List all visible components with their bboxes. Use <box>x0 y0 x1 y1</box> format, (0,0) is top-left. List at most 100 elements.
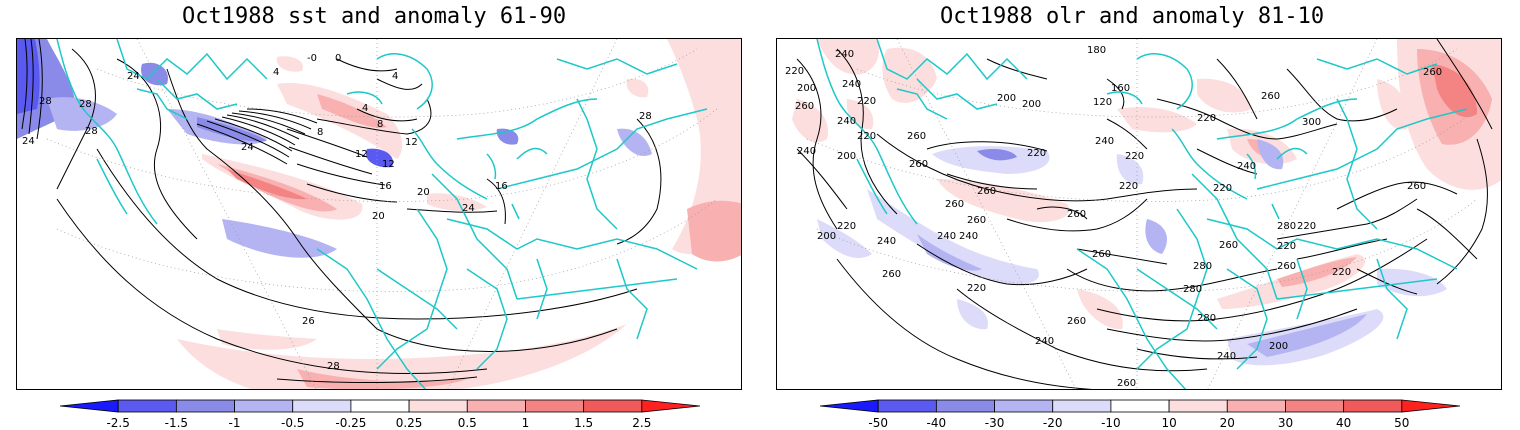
contour-label: 240 <box>797 146 816 157</box>
contour-label: 260 <box>945 199 964 210</box>
colorbar-tick-label: -1.5 <box>165 416 188 430</box>
contour-label: 220 <box>1332 267 1351 278</box>
colorbar-segment <box>819 399 879 413</box>
contour-label: 28 <box>85 126 98 137</box>
contour-label: 260 <box>907 131 926 142</box>
colorbar-segment <box>350 399 410 413</box>
contour-label: 240 <box>1035 336 1054 347</box>
contour-label: 26 <box>302 316 315 327</box>
contour-label: 200 <box>1269 341 1288 352</box>
colorbar-segment <box>1226 399 1286 413</box>
contour-label: 16 <box>495 181 508 192</box>
contour-label: 260 <box>1407 181 1426 192</box>
contour-label: 280 <box>1197 313 1216 324</box>
colorbar-segment <box>1343 399 1403 413</box>
sst-contour-labels: 24 28 28 28 24 4 -0 0 4 8 8 4 12 12 12 1… <box>22 53 652 372</box>
colorbar-tick-label: 1 <box>522 416 530 430</box>
contour-label: 200 <box>817 231 836 242</box>
contour-label: 260 <box>1117 378 1136 389</box>
contour-label: 260 <box>1067 209 1086 220</box>
colorbar-segment <box>117 399 177 413</box>
colorbar-segment <box>175 399 235 413</box>
contour-label: 240 <box>842 79 861 90</box>
colorbar-tick-label: 50 <box>1394 416 1409 430</box>
contour-label: 200 <box>837 151 856 162</box>
contour-label: 220 <box>1197 113 1216 124</box>
sst-map-canvas: 24 28 28 28 24 4 -0 0 4 8 8 4 12 12 12 1… <box>17 39 741 389</box>
colorbar-segment <box>292 399 352 413</box>
contour-label: 260 <box>967 215 986 226</box>
sst-map: 24 28 28 28 24 4 -0 0 4 8 8 4 12 12 12 1… <box>16 38 742 390</box>
contour-label: 220 <box>1213 183 1232 194</box>
colorbar-segment <box>1401 399 1461 413</box>
contour-label: 4 <box>273 67 279 78</box>
colorbar-segment <box>59 399 119 413</box>
contour-label: 240 <box>877 236 896 247</box>
sst-graticule <box>46 39 718 389</box>
sst-anomaly-shading <box>17 39 741 389</box>
sst-coastlines <box>56 39 708 389</box>
contour-label: 240 <box>937 231 956 242</box>
contour-label: 240 <box>1095 136 1114 147</box>
contour-label: 260 <box>795 101 814 112</box>
contour-label: 16 <box>379 181 392 192</box>
olr-anomaly-shading <box>792 39 1501 366</box>
contour-label: 220 <box>1027 148 1046 159</box>
contour-label: 180 <box>1087 45 1106 56</box>
right-panel-title: Oct1988 olr and anomaly 81-10 <box>940 4 1325 29</box>
sst-contours <box>21 39 662 384</box>
contour-label: -0 <box>307 53 317 64</box>
colorbar-tick-label: 10 <box>1161 416 1176 430</box>
contour-label: 240 <box>959 231 978 242</box>
contour-label: 24 <box>22 136 35 147</box>
colorbar-segment <box>877 399 937 413</box>
contour-label: 12 <box>355 149 368 160</box>
colorbar-segment <box>1168 399 1228 413</box>
contour-label: 20 <box>417 187 430 198</box>
colorbar-segment <box>525 399 585 413</box>
contour-label: 220 <box>1277 241 1296 252</box>
colorbar-segment <box>466 399 526 413</box>
colorbar-tick-label: 20 <box>1220 416 1235 430</box>
contour-label: 280 <box>1183 284 1202 295</box>
contour-label: 12 <box>382 159 395 170</box>
colorbar-segment <box>1052 399 1112 413</box>
colorbar-tick-label: -0.25 <box>335 416 366 430</box>
contour-label: 28 <box>327 361 340 372</box>
colorbar-tick-label: -20 <box>1043 416 1063 430</box>
colorbar-tick-label: 30 <box>1278 416 1293 430</box>
colorbar-tick-label: -40 <box>927 416 947 430</box>
olr-contours <box>796 39 1493 389</box>
colorbar-segment <box>1285 399 1345 413</box>
contour-label: 24 <box>241 142 254 153</box>
colorbar-tick-label: 2.5 <box>632 416 651 430</box>
contour-label: 24 <box>462 203 475 214</box>
colorbar-tick-label: 1.5 <box>574 416 593 430</box>
sst-colorbar: -2.5 -1.5 -1 -0.5 -0.25 0.25 0.5 1 1.5 2.5 <box>59 399 701 430</box>
colorbar-segment <box>994 399 1054 413</box>
contour-label: 280 <box>1277 221 1296 232</box>
colorbar-tick-label: 0.5 <box>458 416 477 430</box>
contour-label: 260 <box>1219 240 1238 251</box>
contour-label: 220 <box>837 221 856 232</box>
contour-label: 260 <box>1067 316 1086 327</box>
olr-contour-labels: 240 180 220 200 240 220 240 260 260 220 … <box>785 45 1442 389</box>
olr-map-canvas: 240 180 220 200 240 220 240 260 260 220 … <box>785 39 1501 389</box>
colorbar-segment <box>583 399 643 413</box>
colorbar-tick-label: -0.5 <box>281 416 304 430</box>
colorbar-tick-label: 40 <box>1336 416 1351 430</box>
contour-label: 260 <box>1261 91 1280 102</box>
contour-label: 220 <box>785 66 804 77</box>
contour-label: 260 <box>977 186 996 197</box>
contour-label: 200 <box>997 93 1016 104</box>
colorbar-segment <box>234 399 294 413</box>
contour-label: 260 <box>909 159 928 170</box>
contour-label: 260 <box>882 269 901 280</box>
colorbar-tick-label: 0.25 <box>396 416 423 430</box>
contour-label: 220 <box>967 283 986 294</box>
contour-label: 240 <box>837 116 856 127</box>
contour-label: 240 <box>1237 161 1256 172</box>
contour-label: 24 <box>127 71 140 82</box>
contour-label: 260 <box>1277 261 1296 272</box>
contour-label: 200 <box>797 83 816 94</box>
